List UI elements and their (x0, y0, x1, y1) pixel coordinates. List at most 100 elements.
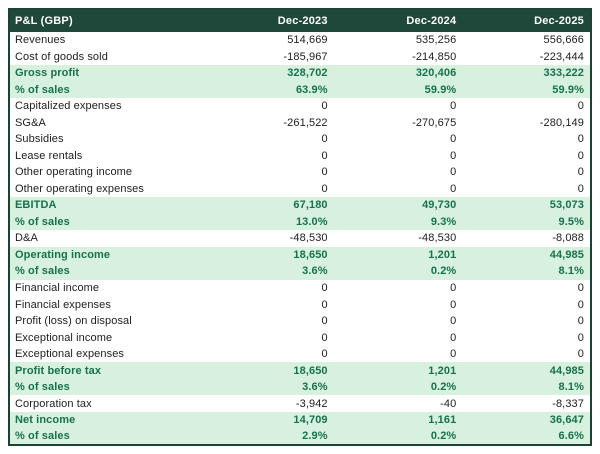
row-value: 3.6% (205, 378, 334, 396)
row-value: 0 (205, 147, 334, 165)
row-value: 0 (333, 98, 463, 115)
row-value: 49,730 (333, 197, 463, 214)
row-value: 0 (333, 312, 463, 330)
row-value: 0 (462, 312, 591, 330)
row-label: Corporation tax (9, 395, 205, 412)
table-row: D&A -48,530 -48,530 -8,088 (9, 230, 591, 247)
table-row: Revenues 514,669 535,256 556,666 (9, 32, 591, 49)
row-value: 0 (462, 329, 591, 346)
row-value: 0 (333, 329, 463, 346)
row-value: 0 (462, 345, 591, 363)
table-row: SG&A -261,522 -270,675 -280,149 (9, 114, 591, 132)
row-value: 0 (205, 296, 334, 313)
row-value: 0 (205, 345, 334, 363)
row-value: 0 (462, 180, 591, 198)
table-body: Revenues 514,669 535,256 556,666 Cost of goo… (9, 32, 591, 445)
table-row: Subsidies 0 0 0 (9, 131, 591, 148)
table-row: Operating income 18,650 1,201 44,985 (9, 246, 591, 264)
row-label: Other operating expenses (9, 180, 205, 198)
row-label: % of sales (9, 213, 205, 231)
row-label: SG&A (9, 114, 205, 132)
row-value: 328,702 (205, 65, 334, 82)
row-value: 44,985 (462, 362, 591, 379)
table-row: Net income 14,709 1,161 36,647 (9, 411, 591, 429)
table-row: % of sales 3.6% 0.2% 8.1% (9, 378, 591, 396)
row-label: EBITDA (9, 197, 205, 214)
row-label: % of sales (9, 428, 205, 445)
row-value: 0 (333, 296, 463, 313)
table-row: % of sales 2.9% 0.2% 6.6% (9, 428, 591, 445)
row-value: 36,647 (462, 411, 591, 429)
row-value: -48,530 (205, 230, 334, 247)
column-header-dec-2025: Dec-2025 (462, 9, 591, 32)
row-value: 53,073 (462, 197, 591, 214)
row-value: 0 (205, 180, 334, 198)
row-value: 0 (333, 131, 463, 148)
table-row: Other operating income 0 0 0 (9, 164, 591, 181)
table-row: Financial expenses 0 0 0 (9, 296, 591, 313)
row-value: 2.9% (205, 428, 334, 445)
row-label: % of sales (9, 81, 205, 99)
table-row: EBITDA 67,180 49,730 53,073 (9, 197, 591, 214)
pl-table: P&L (GBP) Dec-2023 Dec-2024 Dec-2025 Rev… (8, 8, 592, 446)
row-label: Profit before tax (9, 362, 205, 379)
row-label: Other operating income (9, 164, 205, 181)
table-row: Lease rentals 0 0 0 (9, 147, 591, 165)
row-label: Revenues (9, 32, 205, 49)
column-header-dec-2023: Dec-2023 (205, 9, 334, 32)
column-header-dec-2024: Dec-2024 (333, 9, 463, 32)
row-label: D&A (9, 230, 205, 247)
row-value: 0 (333, 279, 463, 297)
row-value: -185,967 (205, 48, 334, 66)
row-value: 59.9% (462, 81, 591, 99)
table-title: P&L (GBP) (9, 9, 205, 32)
row-value: 0 (462, 279, 591, 297)
row-value: 67,180 (205, 197, 334, 214)
table-row: % of sales 63.9% 59.9% 59.9% (9, 81, 591, 99)
table-row: Financial income 0 0 0 (9, 279, 591, 297)
table-row: Gross profit 328,702 320,406 333,222 (9, 65, 591, 82)
row-value: 63.9% (205, 81, 334, 99)
row-value: 514,669 (205, 32, 334, 49)
row-label: Gross profit (9, 65, 205, 82)
row-value: 320,406 (333, 65, 463, 82)
row-label: Capitalized expenses (9, 98, 205, 115)
row-label: Exceptional income (9, 329, 205, 346)
table-row: Corporation tax -3,942 -40 -8,337 (9, 395, 591, 412)
row-value: 0.2% (333, 428, 463, 445)
row-value: 0 (462, 147, 591, 165)
row-label: % of sales (9, 378, 205, 396)
row-value: 0 (333, 180, 463, 198)
row-value: -280,149 (462, 114, 591, 132)
row-label: Profit (loss) on disposal (9, 312, 205, 330)
row-label: Subsidies (9, 131, 205, 148)
row-value: 333,222 (462, 65, 591, 82)
row-value: 0 (462, 131, 591, 148)
row-value: -8,337 (462, 395, 591, 412)
row-label: Lease rentals (9, 147, 205, 165)
row-value: -261,522 (205, 114, 334, 132)
row-label: % of sales (9, 263, 205, 280)
row-value: 1,201 (333, 362, 463, 379)
table-row: Exceptional income 0 0 0 (9, 329, 591, 346)
table-row: % of sales 13.0% 9.3% 9.5% (9, 213, 591, 231)
row-value: 3.6% (205, 263, 334, 280)
row-value: -40 (333, 395, 463, 412)
row-value: 8.1% (462, 263, 591, 280)
row-value: 0 (205, 312, 334, 330)
row-value: 9.3% (333, 213, 463, 231)
row-value: 0 (462, 296, 591, 313)
row-label: Cost of goods sold (9, 48, 205, 66)
row-value: -48,530 (333, 230, 463, 247)
row-value: 0.2% (333, 378, 463, 396)
row-value: 6.6% (462, 428, 591, 445)
row-value: 0 (205, 329, 334, 346)
row-value: 0 (205, 164, 334, 181)
row-value: -270,675 (333, 114, 463, 132)
row-value: 1,161 (333, 411, 463, 429)
row-value: 9.5% (462, 213, 591, 231)
row-value: 59.9% (333, 81, 463, 99)
row-label: Financial income (9, 279, 205, 297)
table-row: Exceptional expenses 0 0 0 (9, 345, 591, 363)
header-row: P&L (GBP) Dec-2023 Dec-2024 Dec-2025 (9, 9, 591, 32)
